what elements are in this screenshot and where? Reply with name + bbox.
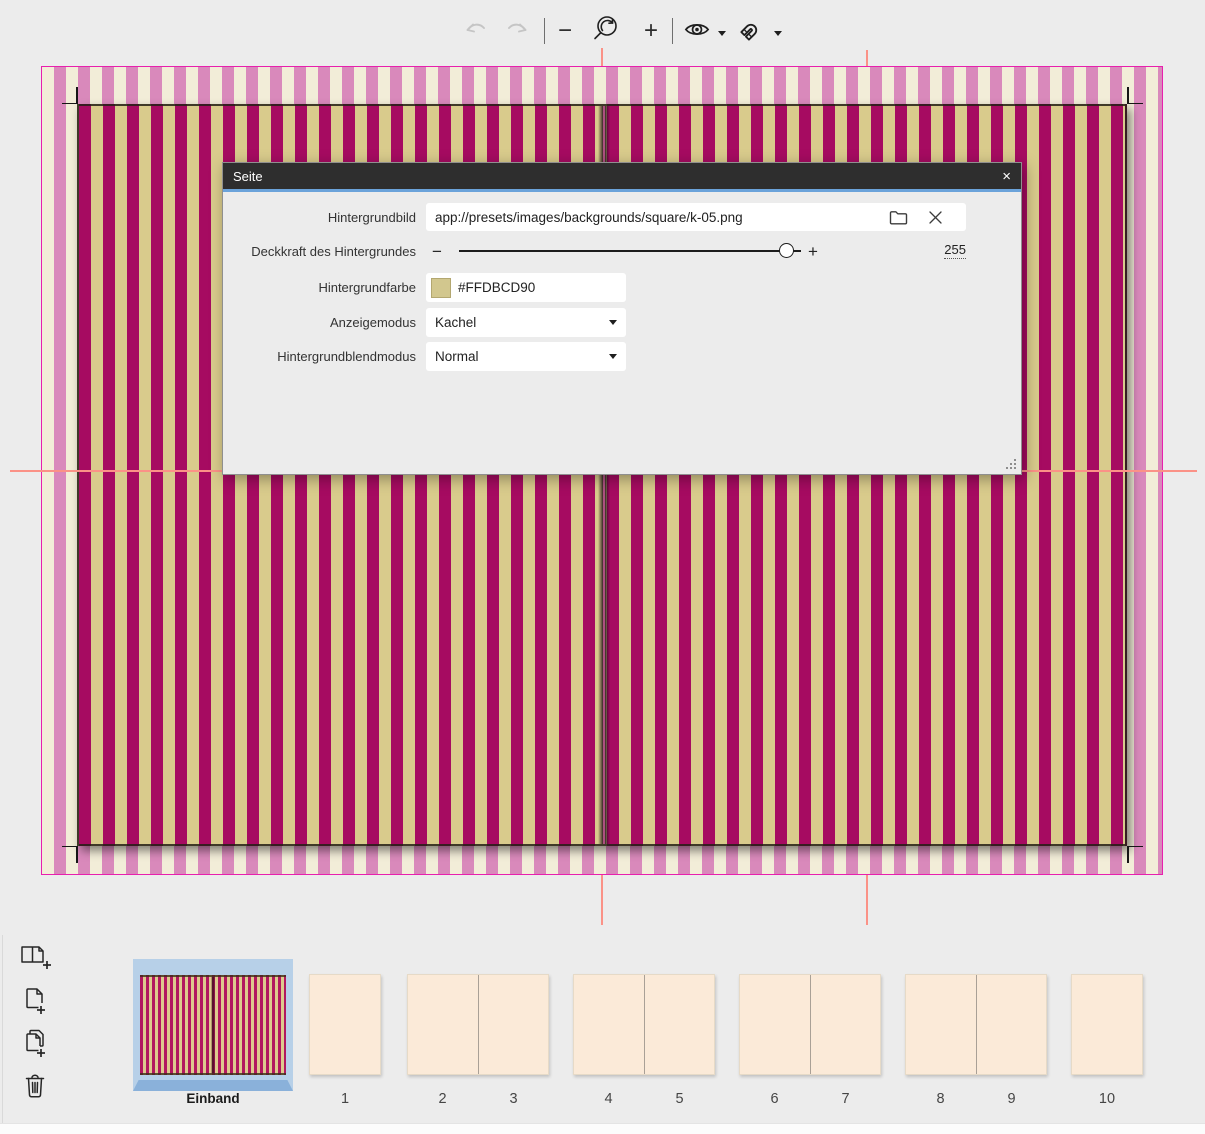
magnet-icon (738, 15, 766, 48)
thumbnail-label-cover: Einband (186, 1091, 240, 1106)
crop-mark (62, 102, 77, 104)
blend-mode-label: Hintergrundblendmodus (277, 349, 416, 364)
folder-icon (889, 209, 908, 226)
crop-mark (1128, 102, 1143, 104)
chevron-down-icon (609, 354, 617, 359)
zoom-in-button[interactable]: + (643, 17, 658, 44)
thumbnail-spread-8-9[interactable] (905, 974, 1047, 1075)
add-page-button[interactable] (21, 988, 51, 1018)
spine-guide-bottom (601, 875, 603, 925)
chevron-down-icon (718, 30, 726, 36)
crop-mark (76, 846, 78, 863)
spread-divider (810, 975, 811, 1074)
blend-mode-dropdown[interactable]: Normal (426, 342, 626, 371)
cover-preview (140, 975, 286, 1075)
crop-mark (1127, 846, 1129, 863)
background-color-field[interactable]: #FFDBCD90 (426, 273, 626, 302)
thumbnail-spread-6-7[interactable] (739, 974, 881, 1075)
spread-divider (644, 975, 645, 1074)
undo-button[interactable] (462, 18, 490, 44)
thumbnail-label: 3 (509, 1091, 518, 1107)
page-center-guide-top (866, 50, 868, 66)
browse-image-button[interactable] (887, 207, 909, 227)
panel-divider (2, 935, 3, 1123)
dialog-title: Seite (233, 168, 263, 184)
spread-divider (478, 975, 479, 1074)
thumbnail-label: 4 (604, 1091, 613, 1107)
thumbnail-label: 9 (1007, 1091, 1016, 1107)
thumbnail-page-10[interactable] (1071, 974, 1143, 1075)
color-swatch[interactable] (431, 277, 451, 298)
dialog-resize-grip[interactable] (1014, 467, 1016, 469)
chevron-down-icon (609, 320, 617, 325)
dialog-accent-bar (223, 189, 1021, 192)
duplicate-page-button[interactable] (21, 1028, 51, 1062)
thumbnail-cover[interactable] (133, 959, 293, 1091)
chevron-down-icon (774, 30, 782, 36)
zoom-out-button[interactable]: − (557, 17, 572, 44)
zoom-reset-button[interactable] (590, 14, 624, 48)
delete-page-button[interactable] (22, 1073, 48, 1105)
duplicate-page-icon (22, 1028, 50, 1062)
spine-guide-top (601, 48, 603, 66)
visibility-button[interactable] (683, 22, 711, 42)
toolbar-divider (544, 18, 545, 44)
opacity-decrease-button[interactable]: − (432, 241, 442, 261)
thumbnail-label: 7 (841, 1091, 850, 1107)
page-center-guide-bottom (866, 875, 868, 925)
dialog-close-button[interactable]: × (1002, 167, 1011, 185)
clear-image-button[interactable] (925, 208, 945, 226)
add-spread-button[interactable] (19, 945, 55, 973)
thumbnail-spread-4-5[interactable] (573, 974, 715, 1075)
thumbnail-label: 5 (675, 1091, 684, 1107)
eye-icon (684, 21, 710, 43)
opacity-slider-thumb[interactable] (779, 243, 794, 258)
visibility-dropdown-button[interactable] (716, 28, 728, 38)
dialog-titlebar[interactable]: Seite × (223, 163, 1021, 189)
thumbnail-label: 10 (1098, 1091, 1116, 1107)
thumbnail-spread-2-3[interactable] (407, 974, 549, 1075)
cover-fold-line (211, 977, 215, 1073)
crop-mark (1128, 845, 1143, 847)
display-mode-dropdown[interactable]: Kachel (426, 308, 626, 337)
thumbnail-label: 1 (340, 1091, 350, 1107)
opacity-increase-button[interactable]: + (808, 241, 818, 261)
thumbnail-label: 2 (438, 1091, 447, 1107)
cover-selection-shelf (133, 1080, 293, 1091)
spread-divider (976, 975, 977, 1074)
opacity-label: Deckkraft des Hintergrundes (251, 244, 416, 259)
thumbnail-label: 6 (770, 1091, 779, 1107)
add-spread-icon (20, 943, 54, 975)
blend-mode-value: Normal (435, 349, 479, 364)
opacity-value[interactable]: 255 (944, 242, 966, 259)
redo-icon (504, 18, 530, 45)
thumbnail-label: 8 (936, 1091, 945, 1107)
crop-mark (1127, 87, 1129, 104)
background-color-value[interactable]: #FFDBCD90 (458, 280, 536, 295)
bottom-strip (0, 1123, 1205, 1134)
opacity-slider-track[interactable] (459, 250, 801, 252)
seite-dialog: Seite × Hintergrundbild Deckkraft des Hi… (222, 162, 1022, 475)
add-page-icon (22, 986, 50, 1020)
thumbnail-page-1[interactable] (309, 974, 381, 1075)
opacity-value-field[interactable]: 255 (913, 241, 966, 259)
background-color-label: Hintergrundfarbe (318, 280, 416, 295)
crop-mark (62, 845, 77, 847)
snap-dropdown-button[interactable] (772, 28, 784, 38)
toolbar-divider (672, 18, 673, 44)
snap-button[interactable] (737, 16, 767, 46)
background-image-input[interactable] (426, 203, 966, 231)
display-mode-label: Anzeigemodus (330, 315, 416, 330)
undo-icon (463, 18, 489, 45)
trash-icon (23, 1073, 47, 1105)
display-mode-value: Kachel (435, 315, 477, 330)
x-icon (928, 210, 943, 225)
crop-mark (76, 87, 78, 104)
redo-button[interactable] (503, 18, 531, 44)
background-image-label: Hintergrundbild (327, 210, 416, 225)
magnifier-reset-icon (591, 13, 623, 50)
